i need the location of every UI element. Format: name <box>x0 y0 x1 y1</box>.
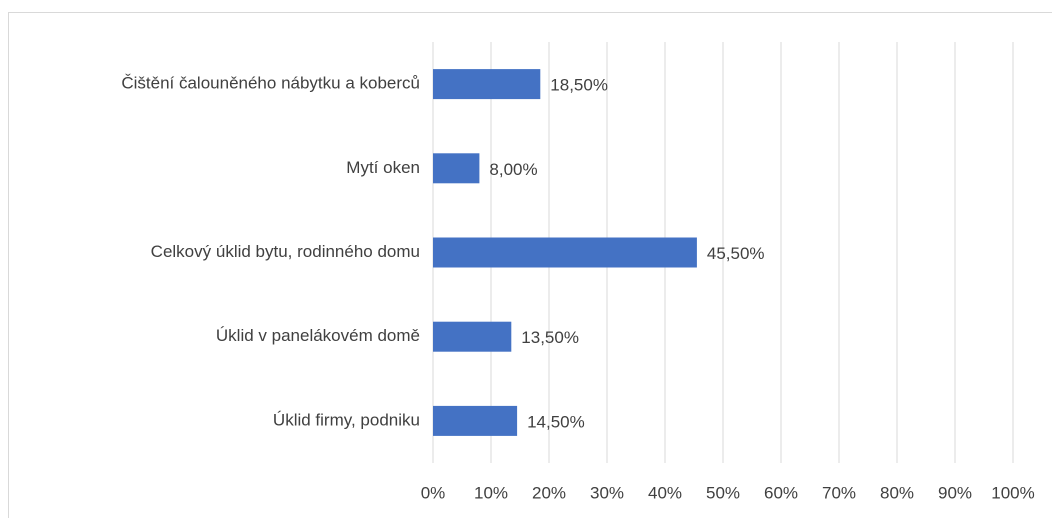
bar <box>433 153 480 184</box>
x-tick-label: 0% <box>421 483 446 502</box>
bar <box>433 321 512 352</box>
bar <box>433 69 541 100</box>
x-tick-label: 90% <box>938 483 972 502</box>
chart-border <box>8 12 1052 518</box>
x-tick-label: 100% <box>991 483 1034 502</box>
value-label: 8,00% <box>489 160 537 179</box>
value-label: 45,50% <box>707 244 765 263</box>
bar <box>433 237 697 268</box>
x-tick-label: 70% <box>822 483 856 502</box>
x-tick-label: 20% <box>532 483 566 502</box>
x-tick-label: 80% <box>880 483 914 502</box>
x-tick-label: 40% <box>648 483 682 502</box>
value-label: 13,50% <box>521 328 579 347</box>
x-tick-label: 50% <box>706 483 740 502</box>
y-tick-label: Mytí oken <box>346 158 420 177</box>
x-tick-label: 60% <box>764 483 798 502</box>
y-tick-label: Celkový úklid bytu, rodinného domu <box>151 242 420 261</box>
bar <box>433 405 518 436</box>
x-tick-label: 10% <box>474 483 508 502</box>
x-tick-label: 30% <box>590 483 624 502</box>
y-tick-label: Úklid firmy, podniku <box>273 410 420 429</box>
y-tick-label: Čištění čalouněného nábytku a koberců <box>121 74 420 93</box>
value-label: 18,50% <box>550 76 608 95</box>
y-tick-label: Úklid v panelákovém domě <box>216 326 420 345</box>
value-label: 14,50% <box>527 412 585 431</box>
